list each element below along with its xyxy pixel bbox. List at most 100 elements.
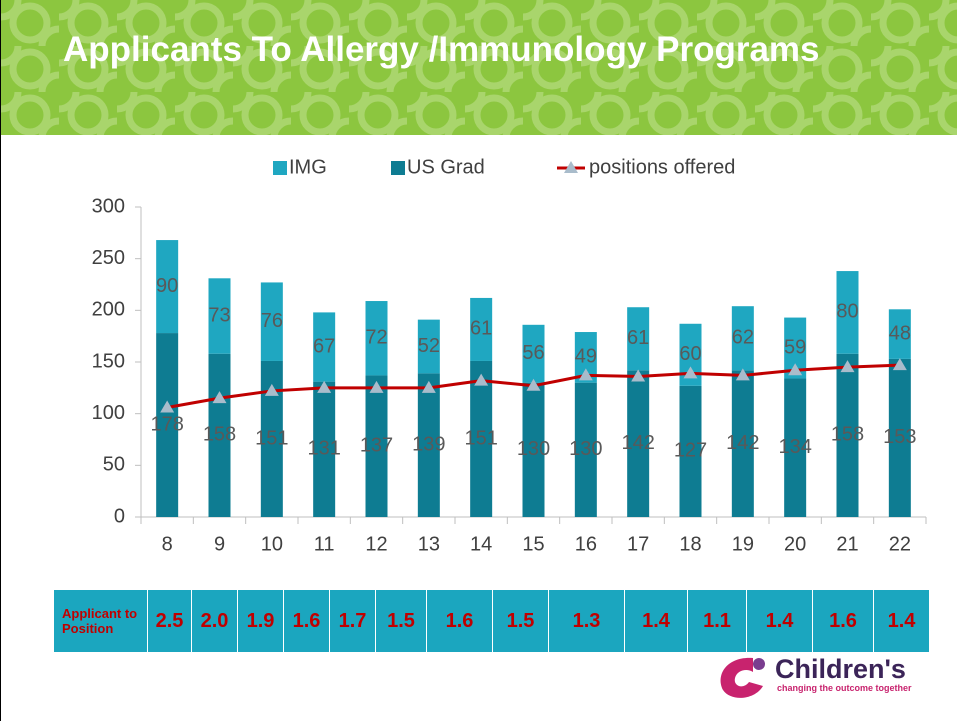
- ratio-cell: 1.7: [329, 589, 376, 653]
- line-marker: [421, 380, 436, 393]
- ratio-table: Applicant to Position 2.5 2.0 1.9 1.6 1.7 1.5…: [53, 589, 930, 653]
- bar-segment: [784, 378, 807, 517]
- x-tick-label: 22: [889, 533, 911, 555]
- ratio-cell: 1.4: [873, 589, 930, 653]
- line-marker: [369, 380, 384, 393]
- y-tick-label: 300: [92, 195, 125, 217]
- logo-name: Children's: [775, 654, 906, 684]
- bar-segment: [888, 358, 911, 517]
- logo-mark: [720, 657, 765, 698]
- bar-segment: [627, 307, 650, 371]
- bar-segment: [888, 309, 911, 359]
- data-label: 151: [464, 427, 497, 449]
- line-marker: [160, 400, 175, 413]
- legend-marker: [564, 161, 578, 173]
- bar-segment: [313, 312, 336, 382]
- x-tick-label: 14: [470, 533, 492, 555]
- y-tick-label: 50: [103, 454, 125, 476]
- header-band: [1, 0, 957, 135]
- bar-segment: [731, 370, 754, 517]
- bar-segment: [522, 324, 545, 383]
- data-label: 62: [732, 327, 754, 349]
- x-tick-label: 20: [784, 533, 806, 555]
- data-label: 76: [261, 310, 283, 332]
- y-tick-label: 200: [92, 299, 125, 321]
- ratio-cell: 1.6: [283, 589, 330, 653]
- ratio-cell: 1.5: [375, 589, 427, 653]
- data-label: 52: [418, 335, 440, 357]
- data-label: 61: [470, 318, 492, 340]
- line-marker: [788, 363, 803, 376]
- x-tick-label: 18: [679, 533, 701, 555]
- ratio-cell: 1.5: [492, 589, 549, 653]
- data-label: 48: [889, 322, 911, 344]
- bar-segment: [784, 317, 807, 379]
- bar-segment: [260, 360, 283, 517]
- x-tick-label: 13: [418, 533, 440, 555]
- line-marker: [735, 368, 750, 381]
- x-tick-label: 10: [261, 533, 283, 555]
- bar-segment: [260, 282, 283, 361]
- x-tick-label: 12: [365, 533, 387, 555]
- legend-swatch: [273, 161, 287, 175]
- ratio-cell: 1.6: [812, 589, 874, 653]
- y-tick-label: 250: [92, 247, 125, 269]
- bar-segment: [627, 370, 650, 517]
- data-label: 151: [255, 427, 288, 449]
- chart: 0501001502002503008178909158731015176111…: [92, 156, 927, 555]
- y-tick-label: 0: [114, 505, 125, 527]
- data-label: 142: [621, 432, 654, 454]
- data-label: 56: [522, 342, 544, 364]
- bar-segment: [313, 381, 336, 517]
- data-label: 72: [365, 327, 387, 349]
- x-tick-label: 17: [627, 533, 649, 555]
- line-marker: [892, 358, 907, 371]
- y-tick-label: 100: [92, 402, 125, 424]
- logo-tagline: changing the outcome together: [777, 683, 912, 693]
- bar-segment: [365, 375, 388, 517]
- bar-segment: [679, 385, 702, 517]
- legend-swatch: [391, 161, 405, 175]
- data-label: 130: [517, 438, 550, 460]
- data-label: 158: [203, 424, 236, 446]
- line-marker: [264, 383, 279, 396]
- x-tick-label: 19: [732, 533, 754, 555]
- bar-segment: [574, 332, 597, 383]
- legend-label: US Grad: [407, 156, 485, 178]
- data-label: 73: [208, 304, 230, 326]
- data-label: 90: [156, 275, 178, 297]
- data-label: 49: [575, 346, 597, 368]
- ratio-cell: 2.5: [147, 589, 192, 653]
- bar-segment: [574, 382, 597, 517]
- data-label: 142: [726, 432, 759, 454]
- slide-title: Applicants To Allergy /Immunology Progra…: [63, 30, 820, 69]
- bar-segment: [417, 373, 440, 517]
- bar-segment: [156, 240, 179, 334]
- x-tick-label: 8: [162, 533, 173, 555]
- data-label: 134: [778, 436, 811, 458]
- data-label: 127: [674, 440, 707, 462]
- data-label: 67: [313, 335, 335, 357]
- ratio-cell: 1.9: [237, 589, 284, 653]
- x-tick-label: 16: [575, 533, 597, 555]
- bar-segment: [365, 301, 388, 376]
- x-tick-label: 11: [314, 533, 335, 555]
- bar-segment: [731, 306, 754, 371]
- data-label: 137: [360, 434, 393, 456]
- bar-segment: [208, 278, 231, 354]
- data-label: 131: [307, 438, 340, 460]
- x-tick-label: 15: [522, 533, 544, 555]
- ratio-cell: 1.4: [624, 589, 688, 653]
- data-label: 130: [569, 438, 602, 460]
- data-label: 153: [883, 426, 916, 448]
- logo: Children's changing the outcome together: [713, 652, 943, 702]
- bar-segment: [470, 297, 493, 361]
- ratio-row: Applicant to Position 2.5 2.0 1.9 1.6 1.7 1.5…: [53, 589, 930, 653]
- bar-segment: [208, 353, 231, 517]
- x-tick-label: 21: [836, 533, 858, 555]
- line-marker: [212, 391, 227, 404]
- line-marker: [683, 366, 698, 379]
- ratio-cell: 1.6: [426, 589, 493, 653]
- bar-segment: [836, 353, 859, 517]
